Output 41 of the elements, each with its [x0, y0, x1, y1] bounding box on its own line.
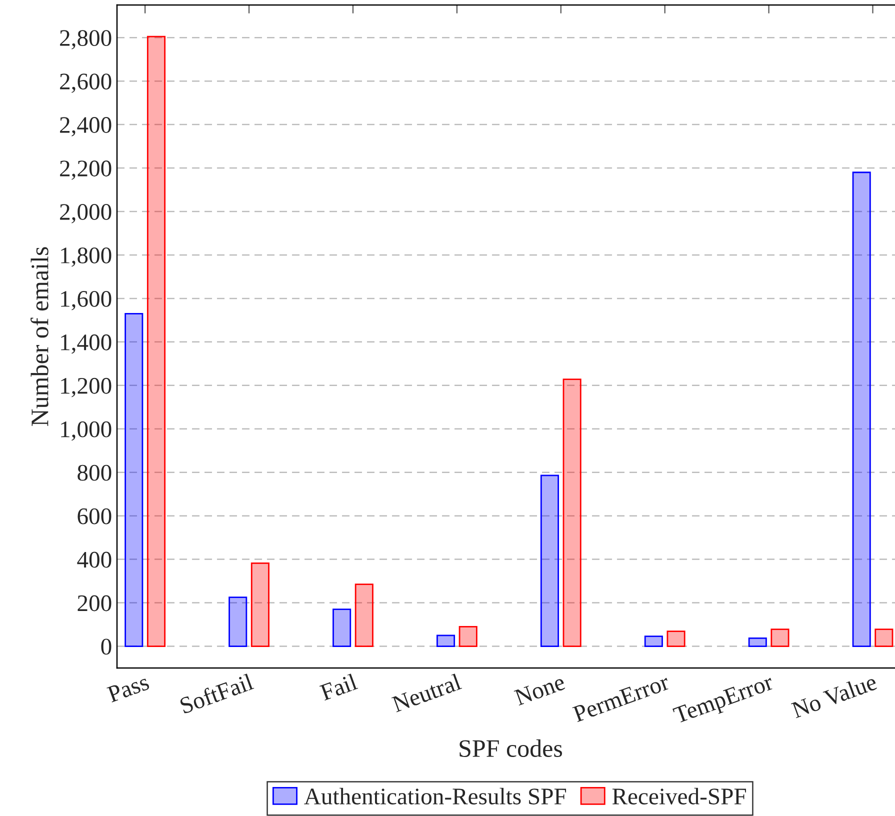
y-tick-label: 2,200 [60, 160, 112, 180]
x-axis-title: SPF codes [460, 739, 562, 757]
bar [332, 608, 352, 647]
y-tick-label: 1,000 [61, 421, 112, 441]
bar [540, 474, 559, 647]
y-tick-label: 2,400 [60, 117, 112, 136]
bar [436, 634, 456, 647]
y-tick-label: 1,600 [61, 290, 112, 310]
legend-label: Authentication-Results SPF [304, 788, 566, 804]
bar [666, 630, 686, 647]
x-tick-label: None [514, 674, 566, 706]
legend-label: Received-SPF [612, 788, 746, 804]
bar [250, 562, 270, 647]
y-tick-label: 1,400 [61, 334, 112, 354]
y-tick-label: 2,800 [60, 30, 112, 50]
bar [874, 628, 894, 647]
y-tick-label: 2,000 [60, 204, 112, 224]
x-tick-label: Neutral [391, 673, 462, 712]
y-tick-label: 1,800 [61, 247, 112, 267]
x-tick-label: No Value [790, 673, 878, 718]
x-tick-label: SoftFail [178, 672, 254, 714]
y-tick-label: 0 [101, 638, 112, 655]
bar [354, 584, 374, 647]
y-tick-label: 400 [77, 552, 112, 568]
bar [644, 636, 663, 647]
bar [770, 628, 790, 647]
y-tick-label: 2,600 [60, 74, 112, 93]
y-tick-label: 200 [78, 595, 112, 612]
y-axis-title: Number of emails [30, 247, 48, 426]
x-tick-label: Fail [319, 673, 358, 701]
bar [228, 596, 248, 647]
y-tick-label: 800 [78, 464, 112, 481]
y-tick-label: 600 [78, 508, 112, 524]
bar [748, 638, 767, 647]
y-tick-label: 1,200 [61, 378, 112, 398]
x-tick-label: Pass [106, 674, 150, 703]
bar [124, 312, 144, 647]
bar [146, 36, 166, 647]
bar [458, 626, 478, 647]
bar [562, 378, 582, 647]
bar [852, 172, 871, 647]
